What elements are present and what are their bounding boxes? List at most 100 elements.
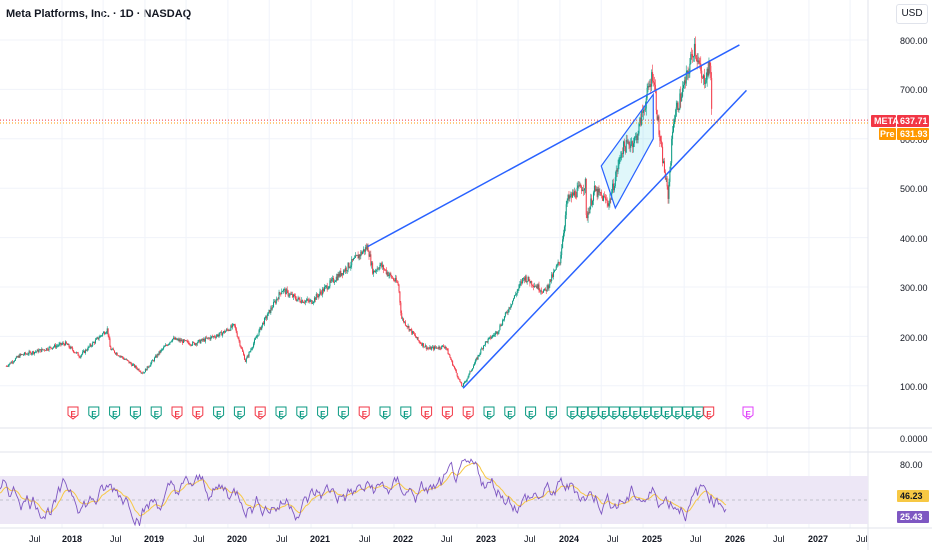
candle-body <box>116 353 118 356</box>
candle-body <box>521 281 523 283</box>
earnings-marker <box>421 406 433 420</box>
price-axis[interactable]: 800.00 700.00 600.00 500.00 400.00 300.0… <box>900 36 928 470</box>
earnings-marker-glyph: E <box>643 410 649 419</box>
earnings-marker-glyph: E <box>487 410 493 419</box>
candle-body <box>706 68 708 80</box>
candle-body <box>153 357 155 361</box>
candle-body <box>614 177 616 187</box>
candle-body <box>468 373 470 377</box>
candle-body <box>343 270 345 272</box>
time-axis-label: Jul <box>29 534 41 544</box>
candle-body <box>255 337 257 339</box>
candle-body <box>346 270 348 271</box>
rsi-ma-value-bg <box>897 511 929 523</box>
candle-body <box>299 299 301 302</box>
candle-body <box>396 281 398 283</box>
candle-body <box>106 328 108 333</box>
candle-body <box>12 361 14 363</box>
candle-body <box>126 359 128 361</box>
candle-body <box>27 354 29 355</box>
candle-body <box>436 347 438 349</box>
candle-body <box>494 332 496 335</box>
candle-body <box>173 337 175 339</box>
candle-body <box>376 268 378 271</box>
candle-body <box>213 336 215 338</box>
earnings-marker-glyph: E <box>580 410 586 419</box>
candle-body <box>453 365 455 367</box>
candle-body <box>678 109 680 111</box>
candle-body <box>290 293 292 295</box>
candle-body <box>491 337 493 339</box>
candle-body <box>683 84 685 89</box>
earnings-marker <box>504 406 516 420</box>
rsi-line <box>0 458 727 527</box>
candle-body <box>111 349 113 351</box>
candle-body <box>527 276 529 281</box>
candle-body <box>244 359 246 362</box>
candle-body <box>238 338 240 341</box>
candle-body <box>576 187 578 198</box>
candle-body <box>529 280 531 284</box>
candle-body <box>340 271 342 276</box>
time-axis-label: Jul <box>607 534 619 544</box>
earnings-marker-glyph: E <box>258 410 264 419</box>
candle-body <box>537 284 539 289</box>
pre-value-bg <box>897 128 929 140</box>
candle-body <box>620 157 622 158</box>
candle-body <box>138 368 140 372</box>
currency-button[interactable]: USD <box>896 4 928 24</box>
candle-body <box>479 353 481 355</box>
candle-body <box>170 341 172 343</box>
rsi-band <box>0 476 868 524</box>
candle-body <box>152 360 154 362</box>
candle-body <box>382 265 384 267</box>
candle-body <box>307 299 309 301</box>
candle-body <box>419 341 421 344</box>
time-axis[interactable]: Jul 2018 Jul 2019 Jul 2020 Jul 2021 Jul … <box>29 534 868 544</box>
candle-body <box>648 86 650 88</box>
candle-body <box>146 366 148 371</box>
candle-body <box>312 302 314 304</box>
candle-body <box>103 332 105 335</box>
candle-body <box>637 133 639 141</box>
candle-body <box>606 199 608 204</box>
candle-body <box>482 348 484 350</box>
candle-body <box>173 337 175 340</box>
candle-body <box>80 355 82 358</box>
trendline-drawings[interactable] <box>367 44 747 389</box>
candle-body <box>310 300 312 302</box>
candle-body <box>626 139 628 143</box>
candle-body <box>512 300 514 305</box>
candle-body <box>59 342 61 344</box>
candle-body <box>359 254 361 257</box>
candle-body <box>284 289 286 295</box>
candle-body <box>293 294 295 296</box>
candle-body <box>613 186 615 191</box>
candle-body <box>420 343 422 344</box>
candle-body <box>304 300 306 303</box>
candle-body <box>45 348 47 351</box>
candle-body <box>451 359 453 361</box>
candle-body <box>393 280 395 282</box>
candle-body <box>540 290 542 292</box>
candle-body <box>698 60 700 64</box>
candle-body <box>700 63 702 71</box>
candle-body <box>294 295 296 299</box>
candle-body <box>305 300 307 302</box>
candle-body <box>144 369 146 373</box>
candle-body <box>352 259 354 261</box>
candle-body <box>655 91 657 111</box>
candle-body <box>351 259 353 266</box>
candle-body <box>216 334 218 336</box>
candle-body <box>635 135 637 137</box>
candle-body <box>663 161 665 164</box>
candle-body <box>270 307 272 313</box>
candle-body <box>184 340 186 342</box>
candle-body <box>622 153 624 154</box>
earnings-marker-glyph: E <box>91 410 97 419</box>
candle-body <box>107 328 109 336</box>
earnings-marker-glyph: E <box>696 410 702 419</box>
candle-body <box>361 251 363 255</box>
